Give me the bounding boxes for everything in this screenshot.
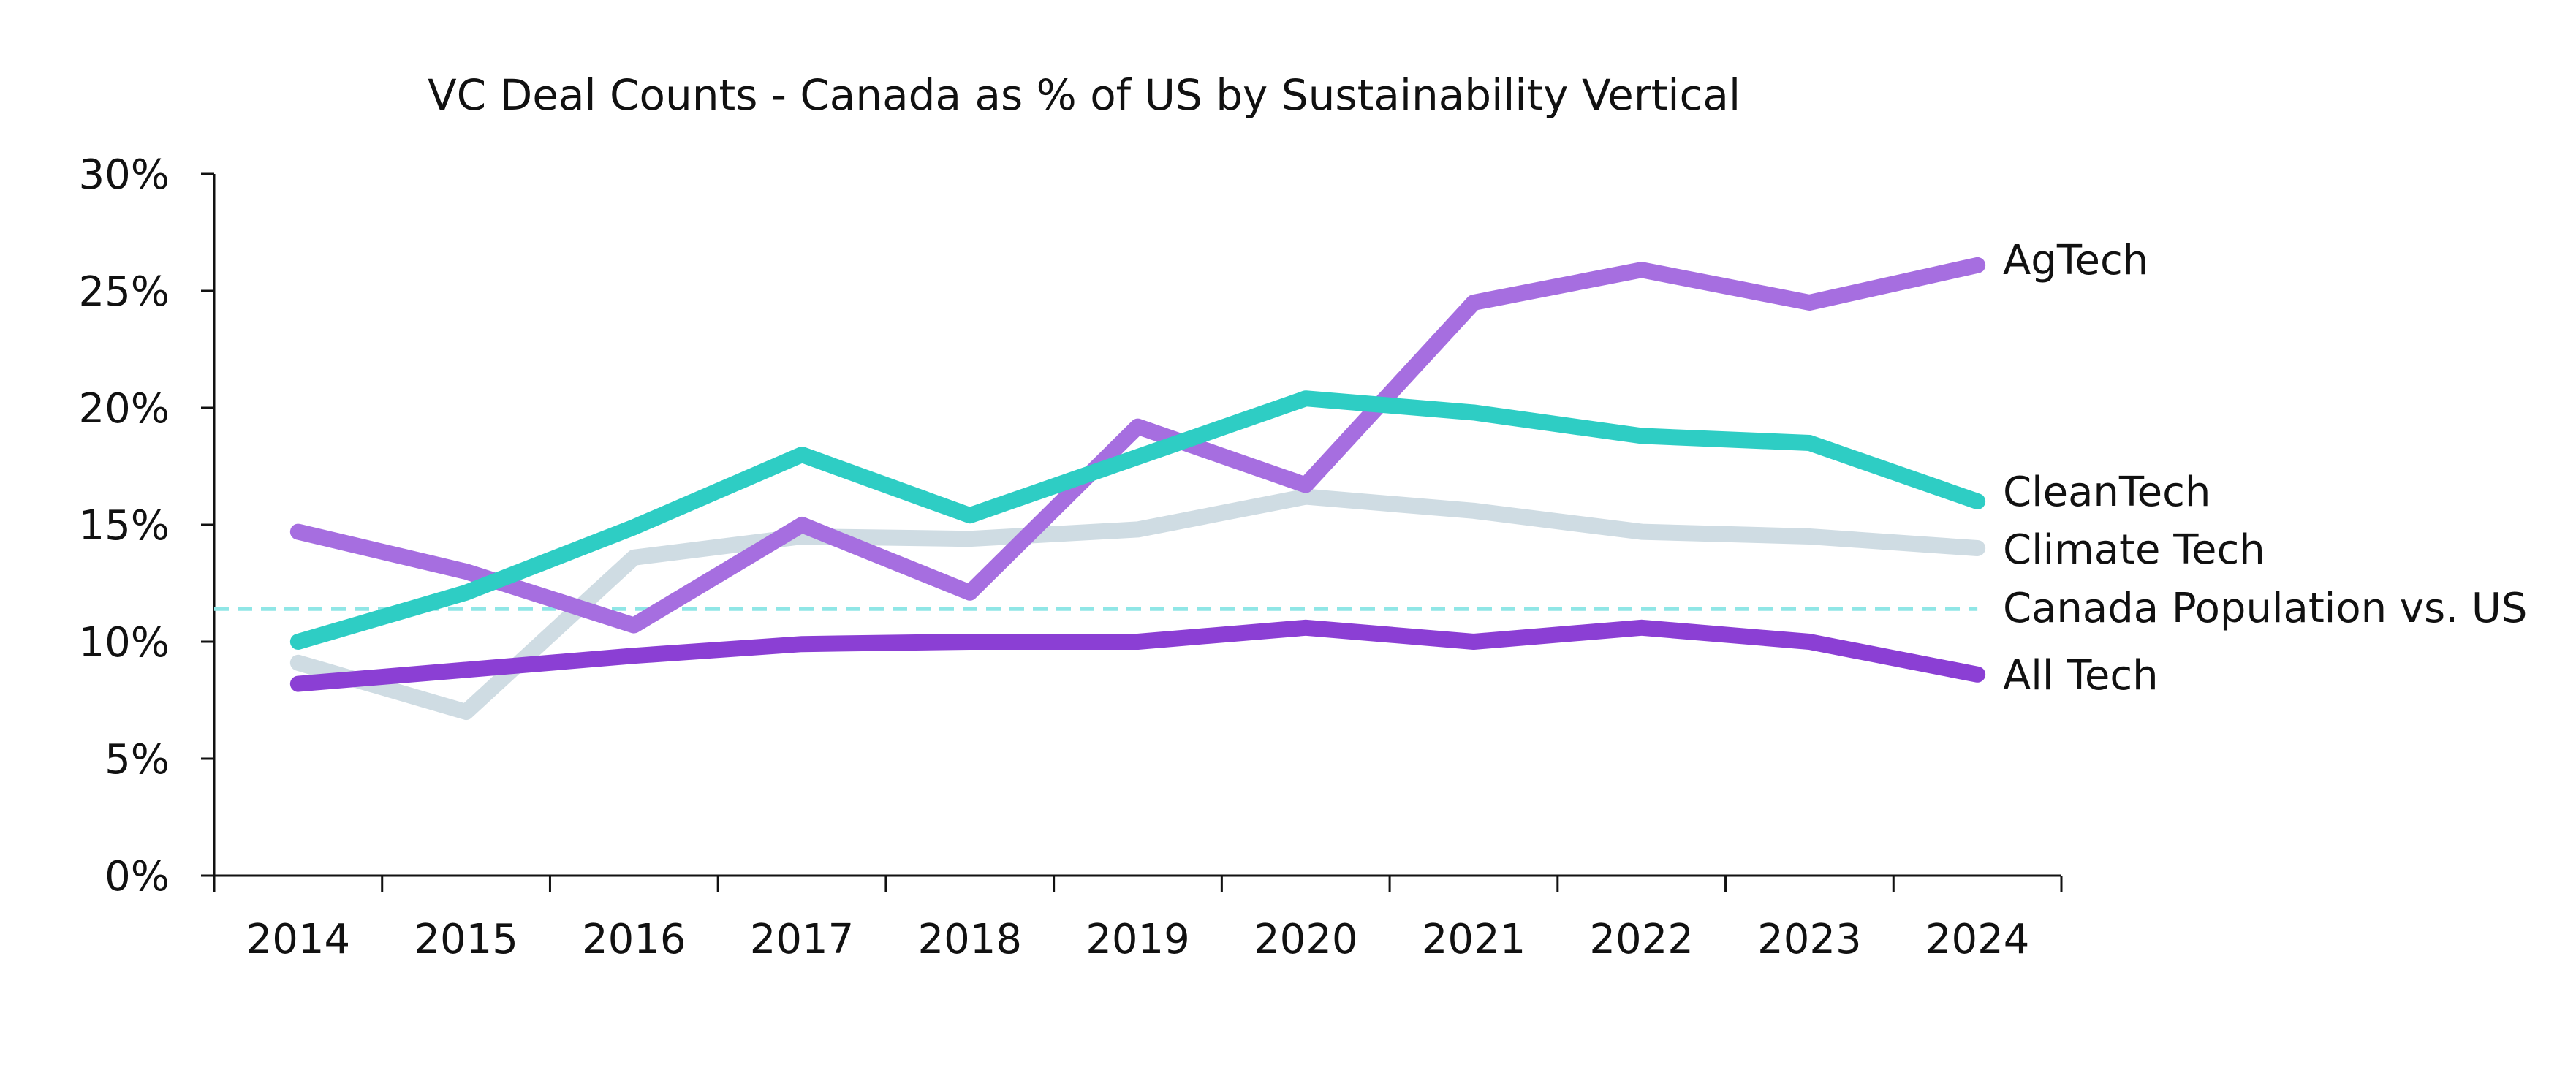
y-tick-label: 25%: [79, 268, 170, 316]
y-tick-label: 15%: [79, 502, 170, 550]
y-tick-label: 5%: [105, 736, 170, 784]
x-tick-label: 2020: [1254, 916, 1358, 963]
x-tick-label: 2018: [918, 916, 1023, 963]
chart-title: VC Deal Counts - Canada as % of US by Su…: [428, 70, 1740, 120]
y-tick-label: 10%: [79, 619, 170, 667]
series-labels: AgTech CleanTech Climate Tech Canada Popula…: [2003, 237, 2527, 699]
series-line-cleantech: [289, 390, 1986, 650]
series-line-all-tech: [289, 619, 1986, 692]
x-tick-label: 2016: [582, 916, 686, 963]
series-lines: [289, 257, 1986, 720]
series-label-all-tech: All Tech: [2003, 652, 2159, 699]
y-tick-label: 20%: [79, 385, 170, 433]
series-label-climate-tech: Climate Tech: [2003, 526, 2265, 574]
x-tick-label: 2024: [1925, 916, 2030, 963]
x-tick-label: 2015: [414, 916, 518, 963]
y-tick-label: 0%: [105, 853, 170, 900]
series-label-canada-population-vs-us: Canada Population vs. US: [2003, 585, 2527, 632]
series-label-cleantech: CleanTech: [2003, 469, 2211, 516]
series-line-agtech: [289, 257, 1986, 634]
x-tick-label: 2019: [1086, 916, 1190, 963]
x-tick-label: 2014: [246, 916, 351, 963]
axes: 0% 5% 10% 15% 20% 25% 30% 2014 2015 2016 2017 2018 2…: [79, 151, 2063, 963]
x-tick-label: 2023: [1757, 916, 1862, 963]
y-tick-label: 30%: [79, 151, 170, 199]
series-label-agtech: AgTech: [2003, 237, 2148, 284]
x-tick-label: 2021: [1422, 916, 1526, 963]
x-tick-label: 2022: [1589, 916, 1694, 963]
x-tick-label: 2017: [750, 916, 855, 963]
